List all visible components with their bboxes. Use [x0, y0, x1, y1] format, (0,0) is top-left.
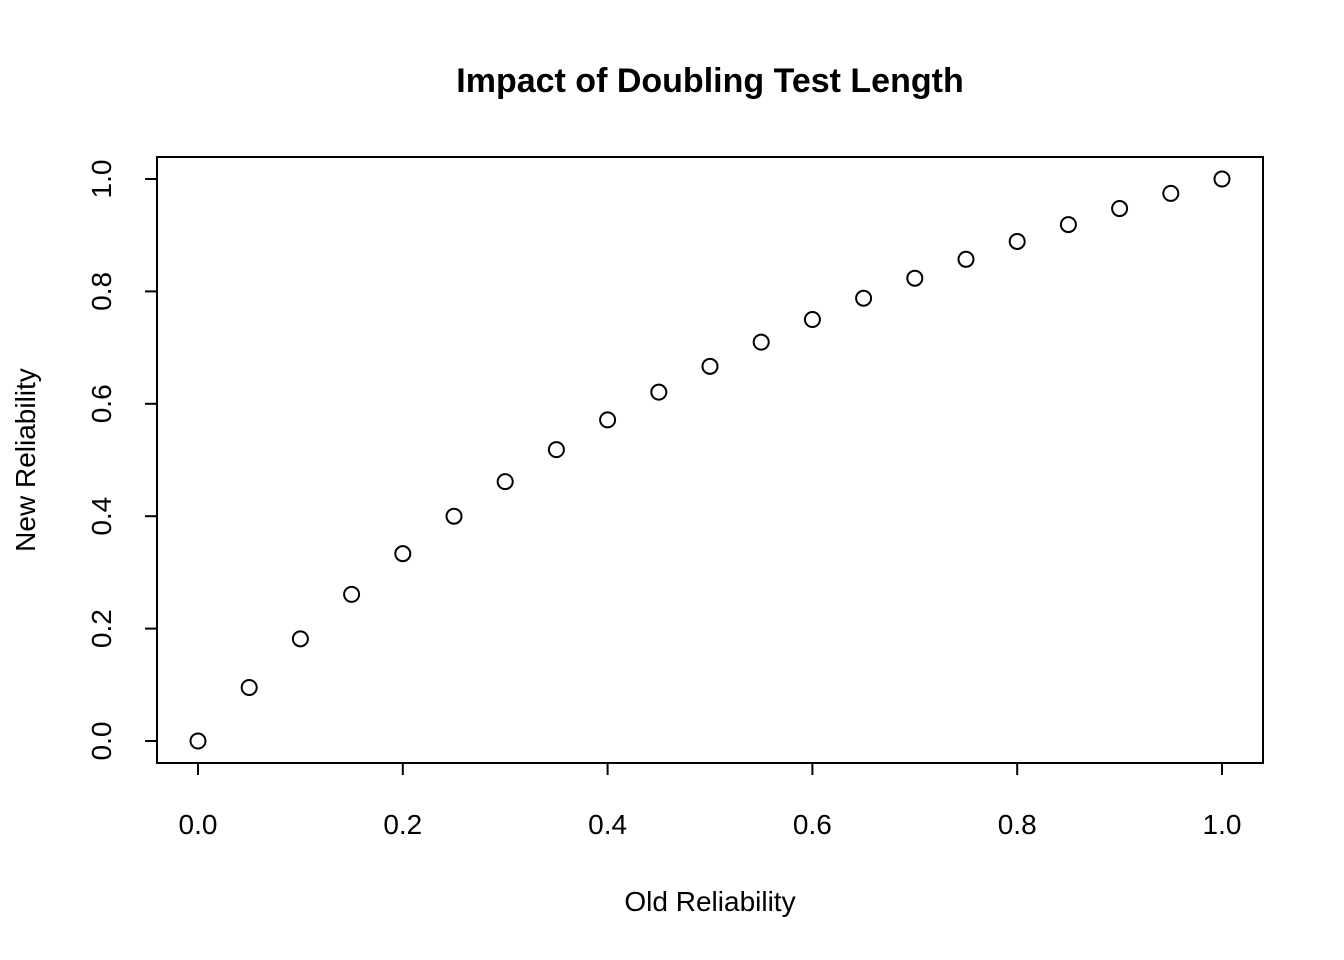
y-axis-label: New Reliability: [10, 368, 41, 552]
data-point: [855, 289, 873, 307]
data-point: [1111, 200, 1129, 218]
data-point: [1213, 170, 1231, 188]
y-axis: 0.0 0.2 0.4 0.6 0.8 1.0: [86, 160, 158, 761]
x-axis-label: Old Reliability: [624, 886, 795, 917]
data-point: [1008, 232, 1026, 250]
x-tick-label: 0.6: [793, 809, 832, 840]
data-point: [240, 678, 258, 696]
x-tick-label: 1.0: [1203, 809, 1242, 840]
data-point: [496, 473, 514, 491]
y-tick-label: 0.2: [86, 609, 117, 648]
data-point: [1059, 216, 1077, 234]
data-point: [547, 441, 565, 459]
x-axis: 0.0 0.2 0.4 0.6 0.8 1.0: [179, 762, 1242, 840]
data-point: [957, 250, 975, 268]
x-tick-label: 0.4: [588, 809, 627, 840]
data-point: [752, 333, 770, 351]
y-tick-label: 0.0: [86, 722, 117, 761]
y-tick-label: 0.6: [86, 384, 117, 423]
data-point: [189, 732, 207, 750]
y-tick-label: 0.8: [86, 272, 117, 311]
data-point: [803, 311, 821, 328]
data-point: [343, 585, 361, 603]
y-tick-label: 0.4: [86, 497, 117, 536]
data-point: [291, 630, 309, 648]
data-point: [650, 383, 668, 401]
x-tick-label: 0.0: [179, 809, 218, 840]
x-tick-label: 0.2: [383, 809, 422, 840]
data-point: [701, 357, 719, 375]
y-tick-label: 1.0: [86, 160, 117, 199]
chart-title: Impact of Doubling Test Length: [456, 62, 963, 100]
plot-frame: [156, 156, 1264, 764]
data-point: [906, 269, 924, 287]
data-point: [1162, 184, 1180, 202]
x-tick-label: 0.8: [998, 809, 1037, 840]
data-points: [189, 170, 1231, 750]
data-point: [445, 507, 463, 525]
data-point: [394, 545, 412, 563]
data-point: [599, 411, 617, 429]
